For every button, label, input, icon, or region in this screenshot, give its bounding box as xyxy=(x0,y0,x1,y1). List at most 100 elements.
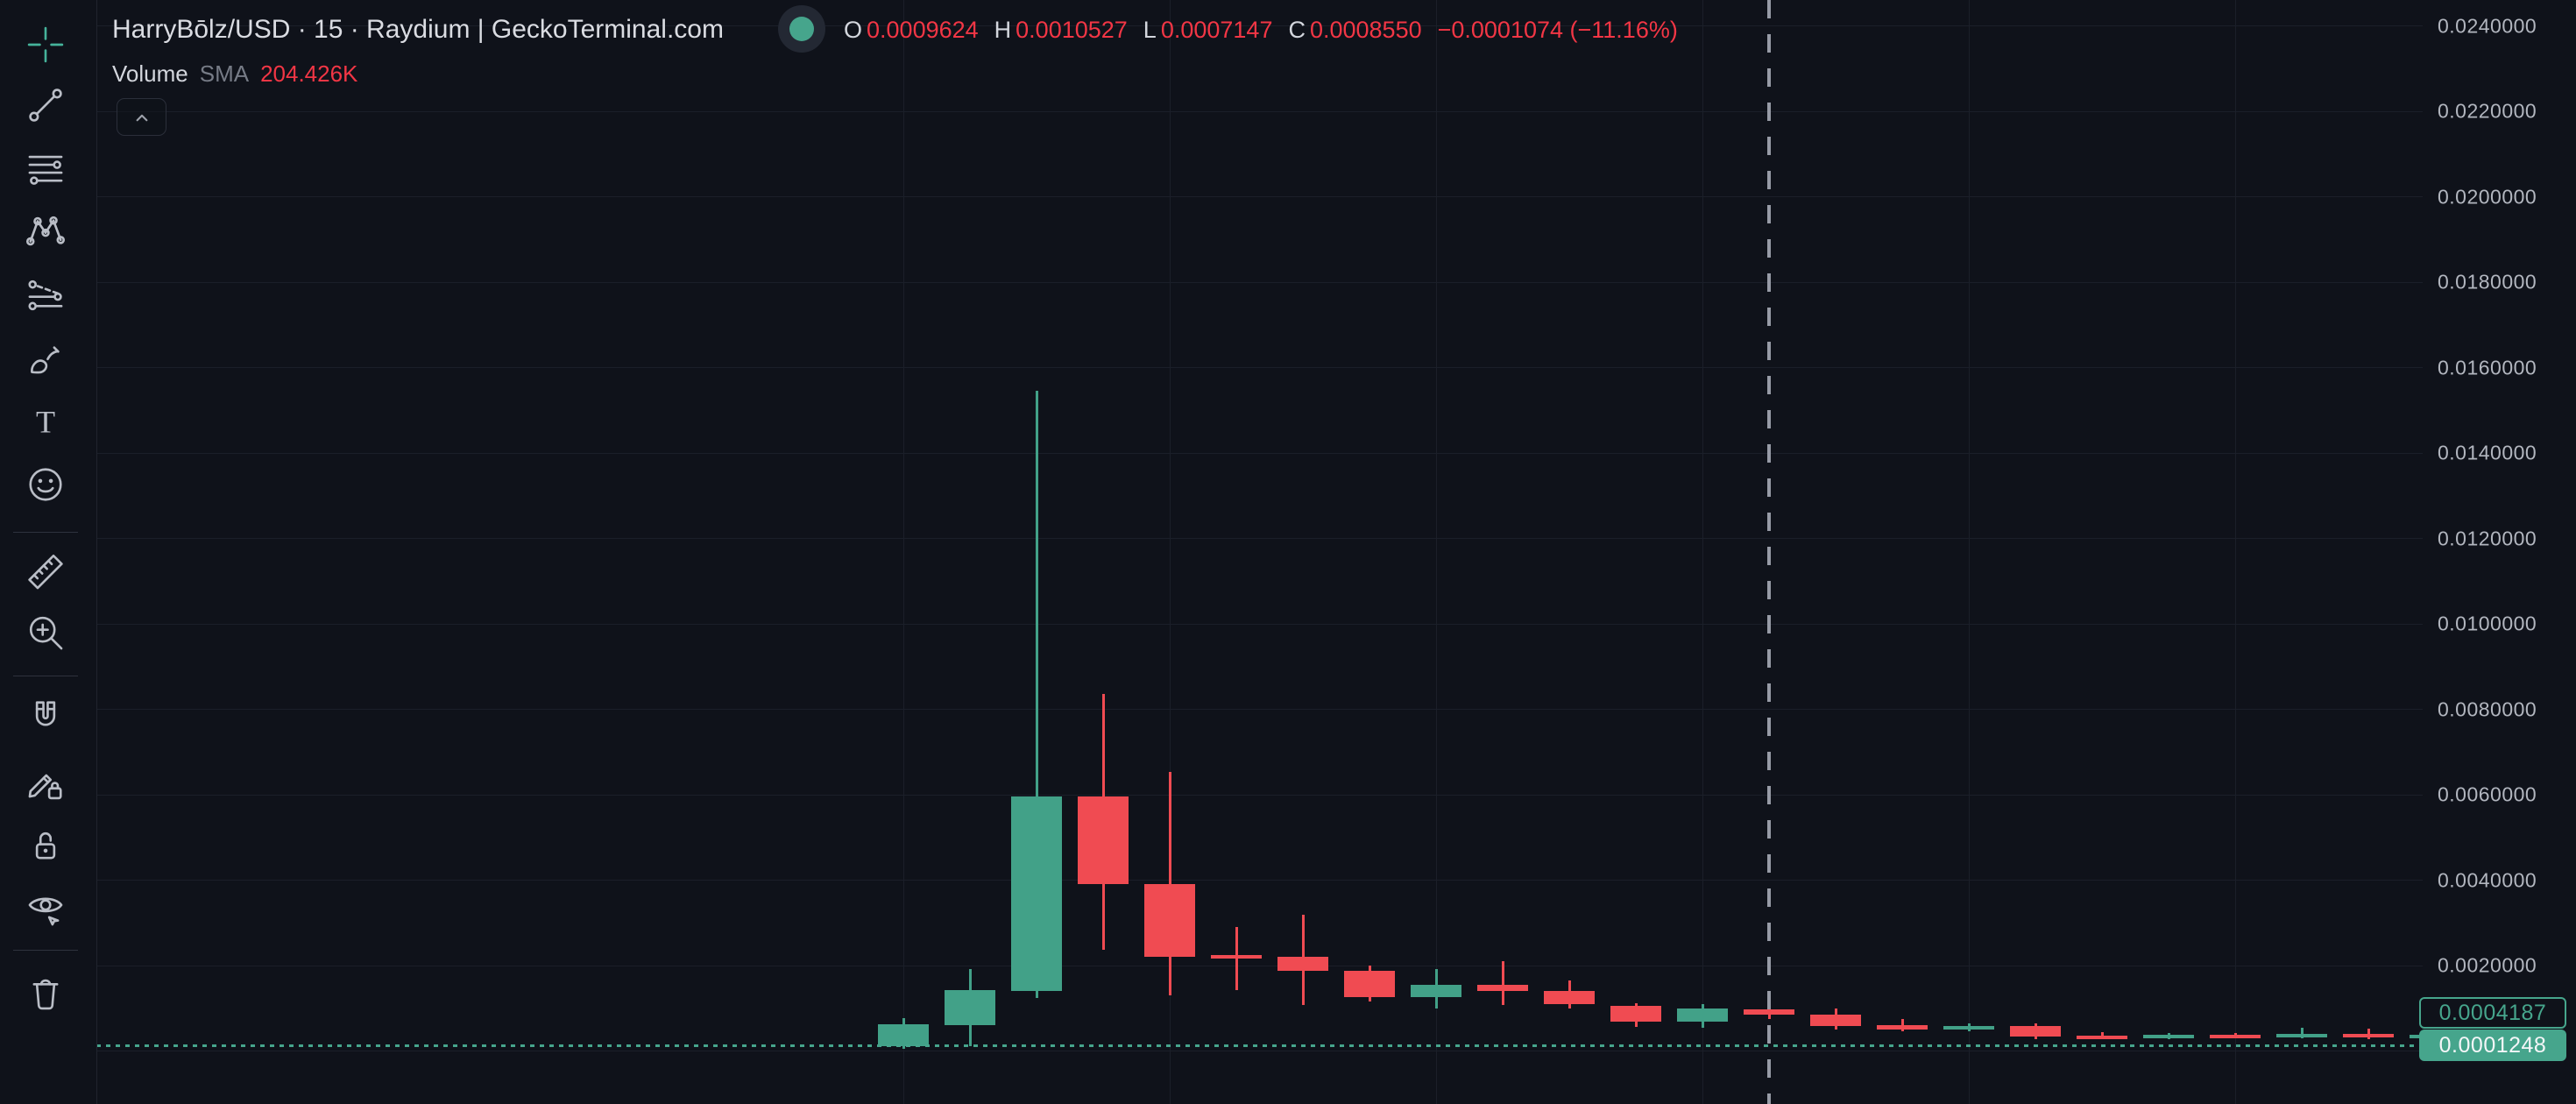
down-candle-wick xyxy=(1900,1019,1904,1032)
price-tick-label: 0.0040000 xyxy=(2438,868,2537,892)
down-candle-body xyxy=(2343,1034,2394,1038)
lock-icon xyxy=(35,832,56,860)
last-price-dotted-line xyxy=(96,1044,2423,1047)
up-candle-body xyxy=(1011,796,1062,991)
horizontal-gridline xyxy=(96,196,2423,198)
up-candle-body xyxy=(1943,1026,1994,1030)
price-tick-label: 0.0220000 xyxy=(2438,99,2537,123)
horizontal-gridline xyxy=(96,880,2423,881)
toolbar-divider xyxy=(13,532,78,533)
ohlc-values-row: O 0.0009624 H 0.0010527 L 0.0007147 C 0.0008550… xyxy=(844,11,1678,48)
eye-cursor-icon xyxy=(28,897,63,926)
down-candle-wick xyxy=(1168,772,1171,995)
horizontal-gridline xyxy=(96,110,2423,112)
down-candle-body xyxy=(1544,991,1595,1004)
crosshair-tool-button[interactable] xyxy=(23,22,68,67)
trend-line-tool-button[interactable] xyxy=(23,82,68,128)
ruler-icon xyxy=(28,554,63,590)
remove-objects-tool-button[interactable] xyxy=(23,971,68,1016)
emoji-icon xyxy=(29,468,62,501)
down-candle-body xyxy=(1277,956,1328,971)
pencil-lock-icon xyxy=(28,774,62,800)
vertical-gridline xyxy=(2234,0,2236,1104)
brush-tool-button[interactable] xyxy=(23,336,68,381)
up-candle-body xyxy=(1677,1008,1728,1022)
up-candle-body xyxy=(2143,1035,2194,1039)
vertical-gridline xyxy=(1169,0,1171,1104)
collapse-pane-button[interactable] xyxy=(117,98,166,136)
price-tick-label: 0.0240000 xyxy=(2438,14,2537,38)
down-candle-wick xyxy=(1501,960,1504,1006)
chevron-up-icon xyxy=(136,114,147,121)
price-tick-label: 0.0060000 xyxy=(2438,782,2537,806)
zoom-in-tool-button[interactable] xyxy=(23,610,68,655)
horizontal-gridline xyxy=(96,794,2423,796)
up-candle-wick xyxy=(2300,1027,2304,1038)
vertical-gridline xyxy=(1968,0,1970,1104)
live-status-icon xyxy=(778,5,825,53)
svg-text:T: T xyxy=(36,405,55,440)
volume-value: 204.426K xyxy=(260,60,358,87)
emoji-tool-button[interactable] xyxy=(23,462,68,507)
live-status-dot xyxy=(789,17,814,41)
projection-tool-button[interactable] xyxy=(23,272,68,318)
up-candle-wick xyxy=(1035,391,1038,999)
down-candle-body xyxy=(1078,796,1129,884)
fib-retracement-icon xyxy=(28,155,63,185)
price-tick-label: 0.0120000 xyxy=(2438,527,2537,550)
price-tick-label: 0.0080000 xyxy=(2438,697,2537,721)
symbol-title: HarryBōlz/USD · 15 · Raydium | GeckoTerm… xyxy=(112,15,724,44)
ohlc-h-value: H 0.0010527 xyxy=(994,16,1128,43)
xabcd-pattern-tool-button[interactable] xyxy=(23,209,68,254)
text-icon: T xyxy=(36,405,55,440)
horizontal-gridline xyxy=(96,25,2423,27)
brush-icon xyxy=(31,346,60,374)
horizontal-gridline xyxy=(96,623,2423,625)
text-tool-button[interactable]: T xyxy=(23,400,68,445)
volume-indicator-row: Volume SMA 204.426K xyxy=(112,58,357,89)
measure-tool-button[interactable] xyxy=(23,548,68,593)
price-change-value: −0.0001074 (−11.16%) xyxy=(1437,16,1678,43)
magnet-icon xyxy=(35,701,56,726)
projection-icon xyxy=(28,280,63,311)
down-candle-body xyxy=(1877,1025,1928,1030)
xabcd-pattern-icon xyxy=(25,216,66,246)
down-candle-body xyxy=(1211,955,1262,959)
hide-all-drawings-tool-button[interactable] xyxy=(23,886,68,931)
alert-price-tag: 0.0004187 xyxy=(2419,997,2566,1030)
lock-all-drawings-tool-button[interactable] xyxy=(23,824,68,869)
down-candle-body xyxy=(1810,1015,1861,1027)
drawing-toolbar: T xyxy=(0,0,97,1104)
horizontal-gridline xyxy=(96,538,2423,540)
price-scale[interactable]: 0.0240000 0.0220000 0.0200000 0.0180000 0.01… xyxy=(2419,0,2576,1104)
vertical-gridline xyxy=(1435,0,1437,1104)
up-candle-body xyxy=(945,989,995,1026)
ohlc-o-value: O 0.0009624 xyxy=(844,16,979,43)
session-break-dashed-line xyxy=(1767,0,1771,1104)
down-candle-body xyxy=(2010,1026,2061,1037)
horizontal-gridline xyxy=(96,281,2423,283)
vertical-gridline xyxy=(1702,0,1703,1104)
drawing-mode-lock-tool-button[interactable] xyxy=(23,761,68,806)
crosshair-icon xyxy=(27,26,64,63)
down-candle-body xyxy=(2210,1035,2261,1039)
price-tick-label: 0.0020000 xyxy=(2438,953,2537,977)
up-candle-body xyxy=(1411,985,1461,997)
trend-line-icon xyxy=(29,88,62,122)
volume-sma-label: SMA xyxy=(199,60,250,87)
up-candle-body xyxy=(2276,1034,2327,1038)
down-candle-body xyxy=(2077,1036,2127,1039)
price-tick-label: 0.0140000 xyxy=(2438,441,2537,464)
chart-canvas[interactable] xyxy=(96,0,2423,1104)
zoom-in-icon xyxy=(29,616,63,650)
magnet-tool-button[interactable] xyxy=(23,695,68,740)
down-candle-body xyxy=(1144,883,1195,958)
down-candle-body xyxy=(1477,985,1528,992)
fib-retracement-tool-button[interactable] xyxy=(23,146,68,192)
vertical-gridline xyxy=(902,0,904,1104)
toolbar-divider xyxy=(13,950,78,951)
price-tick-label: 0.0100000 xyxy=(2438,612,2537,635)
volume-label: Volume xyxy=(112,60,188,87)
price-tick-label: 0.0180000 xyxy=(2438,270,2537,294)
